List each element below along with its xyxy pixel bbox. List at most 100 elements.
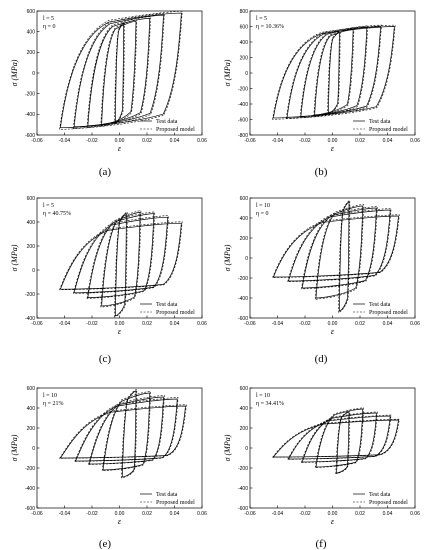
x-tick-label: 0.02 <box>142 511 152 517</box>
y-tick-label: 200 <box>27 244 36 250</box>
x-tick-label: 0.04 <box>170 138 180 144</box>
model-loop <box>314 204 364 300</box>
test-data-loop <box>101 212 141 307</box>
test-data-loop <box>328 32 340 114</box>
legend-label-test: Test data <box>156 119 178 125</box>
x-tick-label: 0.00 <box>115 511 125 517</box>
legend-label-model: Proposed model <box>156 500 195 506</box>
x-axis-label: ε <box>118 517 122 526</box>
x-tick-label: -0.04 <box>59 511 71 517</box>
x-tick-label: -0.02 <box>86 511 98 517</box>
y-tick-label: -200 <box>25 292 35 298</box>
test-data-loop <box>301 207 377 289</box>
y-tick-label: -400 <box>25 486 35 492</box>
y-tick-label: -200 <box>238 276 248 282</box>
legend-label-test: Test data <box>156 302 178 308</box>
y-tick-label: 200 <box>240 55 249 61</box>
x-tick-label: -0.02 <box>86 138 98 144</box>
annotation: l = 10 <box>43 393 57 399</box>
y-tick-label: 600 <box>240 196 249 202</box>
test-data-loop <box>88 396 164 465</box>
x-tick-label: -0.06 <box>31 321 43 327</box>
x-tick-label: 0.06 <box>410 138 420 144</box>
chart-panel-3: -0.06 -0.04 -0.02 0.00 0.02 0.04 0.06 -400 -200 0… <box>10 196 207 336</box>
y-axis-label: σ (MPa) <box>223 59 232 86</box>
test-data-loop <box>315 408 364 468</box>
x-tick-label: 0.02 <box>355 511 365 517</box>
test-data-loop <box>121 390 137 478</box>
x-tick-label: -0.06 <box>244 138 256 144</box>
test-data-loop <box>59 222 182 290</box>
y-tick-label: -200 <box>238 466 248 472</box>
test-data-loop <box>87 17 151 127</box>
model-loop <box>287 208 392 282</box>
x-tick-label: -0.04 <box>272 138 284 144</box>
y-tick-label: 200 <box>27 426 36 432</box>
test-data-loop <box>101 20 137 126</box>
y-tick-label: -400 <box>238 102 248 108</box>
model-loop <box>114 211 128 318</box>
y-tick-label: -800 <box>238 133 248 139</box>
model-loop <box>287 414 392 460</box>
model-loop <box>100 19 138 127</box>
y-tick-label: -400 <box>25 112 35 118</box>
chart-panel-1: -0.06 -0.04 -0.02 0.00 0.02 0.04 0.06 -600 -400 -… <box>10 9 207 153</box>
y-tick-label: 600 <box>27 9 36 15</box>
y-tick-label: 0 <box>32 446 35 452</box>
y-tick-label: -600 <box>238 117 248 123</box>
y-tick-label: 400 <box>240 40 249 46</box>
chart-panel-6: -0.06 -0.04 -0.02 0.00 0.02 0.04 0.06 -600 -400 -… <box>223 386 420 526</box>
x-axis-label: ε <box>331 327 335 336</box>
x-tick-label: 0.02 <box>142 138 152 144</box>
y-tick-label: -200 <box>25 91 35 97</box>
x-axis-label: ε <box>331 517 335 526</box>
x-axis-label: ε <box>331 144 335 153</box>
y-tick-label: 600 <box>27 386 36 392</box>
y-tick-label: -200 <box>238 86 248 92</box>
x-tick-label: -0.04 <box>59 138 71 144</box>
panel-caption: (f) <box>316 538 327 550</box>
y-tick-label: -400 <box>238 296 248 302</box>
panel-caption: (e) <box>99 538 112 550</box>
y-tick-label: 600 <box>240 386 249 392</box>
x-tick-label: 0.04 <box>383 138 393 144</box>
test-data-loop <box>286 26 381 118</box>
model-loop <box>272 24 396 120</box>
test-data-loop <box>73 216 168 294</box>
x-tick-label: -0.06 <box>31 511 43 517</box>
test-data-loop <box>59 12 182 129</box>
x-tick-label: 0.00 <box>328 138 338 144</box>
annotation: l = 10 <box>256 203 270 209</box>
x-tick-label: 0.06 <box>197 511 207 517</box>
test-data-loop <box>102 392 151 471</box>
legend-label-model: Proposed model <box>369 500 408 506</box>
model-loop <box>301 206 378 290</box>
model-loop <box>299 25 369 119</box>
y-tick-label: 400 <box>27 220 36 226</box>
legend-label-test: Test data <box>369 492 391 498</box>
test-data-loop <box>314 29 354 116</box>
test-data-loop <box>336 411 350 474</box>
model-loop <box>338 200 351 313</box>
x-tick-label: -0.06 <box>31 138 43 144</box>
test-data-loop <box>288 209 391 282</box>
legend-label-model: Proposed model <box>156 127 195 133</box>
test-data-loop <box>315 205 364 299</box>
model-loop <box>121 388 138 479</box>
y-axis-label: σ (MPa) <box>10 59 19 86</box>
x-tick-label: 0.06 <box>410 321 420 327</box>
legend-label-test: Test data <box>369 302 391 308</box>
model-loop <box>88 395 165 465</box>
model-loop <box>86 16 151 128</box>
annotation: l = 5 <box>43 203 54 209</box>
x-axis-label: ε <box>118 327 122 336</box>
model-loop <box>301 411 378 463</box>
model-loop <box>59 10 183 130</box>
test-data-loop <box>115 213 127 316</box>
y-tick-label: 800 <box>240 9 249 15</box>
y-axis-label: σ (MPa) <box>10 244 19 271</box>
x-tick-label: 0.00 <box>115 321 125 327</box>
x-tick-label: 0.04 <box>383 321 393 327</box>
y-tick-label: -600 <box>25 133 35 139</box>
